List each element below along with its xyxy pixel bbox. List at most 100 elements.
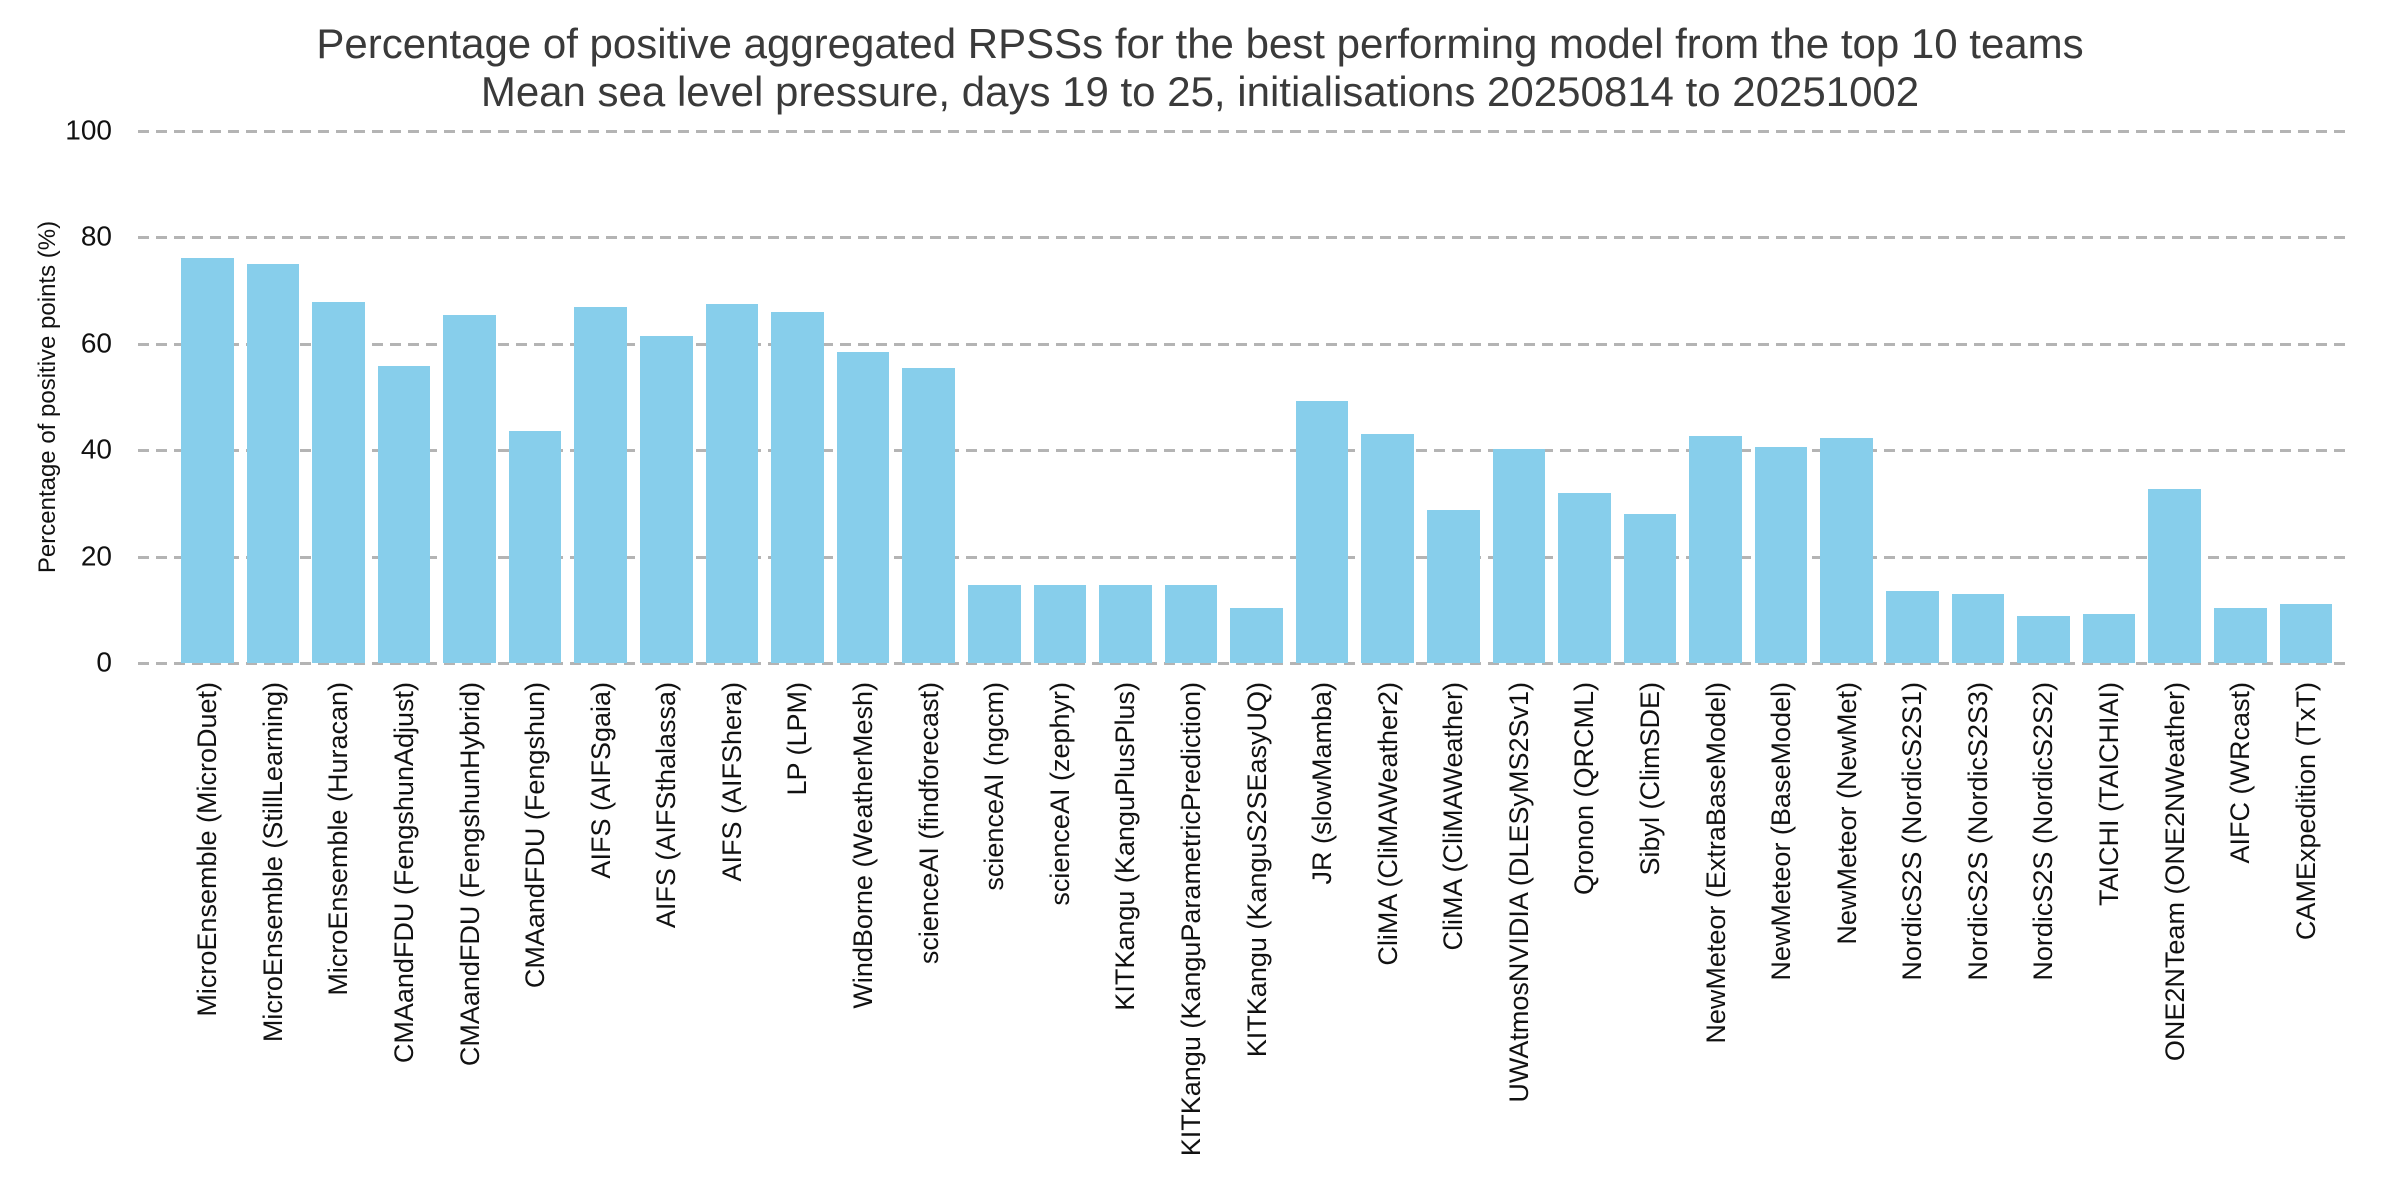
bar — [1033, 584, 1087, 663]
x-tick-label: LP (LPM) — [782, 682, 813, 796]
bar-slot: scienceAI (findforecast) — [902, 131, 955, 964]
bar — [1164, 584, 1218, 663]
y-axis-label: Percentage of positive points (%) — [34, 220, 61, 574]
x-tick-label: CliMA (CliMAWeather) — [1438, 682, 1469, 951]
x-tick-label: KITKangu (KanguS2SEasyUQ) — [1241, 682, 1272, 1058]
x-tick-label: Sibyl (ClimSDE) — [1635, 682, 1665, 876]
bar — [771, 312, 824, 663]
x-tick-label: scienceAI (zephyr) — [1044, 682, 1075, 906]
x-tick-label: KITKangu (KanguParametricPrediction) — [1175, 682, 1206, 1157]
x-tick-label: NewMeteor (BaseModel) — [1766, 682, 1797, 981]
bar-slot: LP (LPM) — [771, 131, 824, 796]
bar-slot: KITKangu (KanguPlusPlus) — [1099, 131, 1152, 1011]
x-tick-label: KITKangu (KanguPlusPlus) — [1110, 682, 1141, 1011]
bar — [312, 302, 365, 663]
bar — [1623, 514, 1677, 663]
x-tick-label: AIFS (AIFSgaia) — [585, 682, 616, 879]
bar — [1361, 433, 1414, 663]
gridline-80 — [138, 236, 2350, 240]
x-tick-label: MicroEnsemble (MicroDuet) — [192, 682, 223, 1017]
bar-slot: JR (slowMamba) — [1295, 131, 1349, 885]
x-tick-label: MicroEnsemble (Huracan) — [323, 682, 354, 996]
bar-slot: AIFS (AIFSthalassa) — [640, 131, 693, 928]
bar — [836, 352, 890, 663]
bar — [1426, 509, 1480, 663]
bar — [246, 264, 300, 663]
bar-slot: WindBorne (WeatherMesh) — [836, 131, 890, 1009]
x-tick-label: JR (slowMamba) — [1307, 682, 1338, 885]
bar — [2148, 488, 2201, 663]
bar-slot: AIFS (AIFShera) — [705, 131, 759, 882]
y-tick-label-80: 80 — [80, 220, 112, 252]
x-tick-label: CMAandFDU (FengshunHybrid) — [454, 682, 485, 1067]
bar — [967, 584, 1021, 663]
x-tick-label: CliMA (CliMAWeather2) — [1372, 682, 1403, 966]
x-tick-label: MicroEnsemble (StillLearning) — [257, 682, 288, 1043]
gridline-100 — [138, 130, 2350, 133]
x-tick-label: scienceAI (ngcm) — [979, 682, 1010, 891]
bar — [508, 431, 562, 663]
bar — [2279, 603, 2333, 663]
bars-row: MicroEnsemble (MicroDuet) MicroEnsemble (… — [181, 131, 2333, 1156]
bar — [640, 335, 693, 663]
bar-slot: NewMeteor (BaseModel) — [1754, 131, 1808, 981]
bar — [705, 304, 759, 663]
x-tick-label: NordicS2S (NordicS2S2) — [2028, 682, 2059, 981]
chart-subtitle: Mean sea level pressure, days 19 to 25, … — [480, 68, 1920, 115]
bar — [181, 257, 234, 663]
x-tick-label: UWAtmosNVIDIA (DLESyMS2Sv1) — [1503, 682, 1534, 1103]
bar — [443, 314, 496, 663]
x-tick-label: NewMeteor (ExtraBaseModel) — [1700, 682, 1731, 1044]
x-tick-label: NordicS2S (NordicS2S1) — [1897, 682, 1928, 981]
bar — [1295, 401, 1349, 663]
bar-slot: CMAandFDU (FengshunHybrid) — [443, 131, 496, 1066]
bar-slot: NewMeteor (NewMet) — [1820, 131, 1874, 945]
y-tick-label-20: 20 — [80, 539, 112, 571]
x-tick-label: CMAandFDU (Fengshun) — [520, 682, 551, 989]
x-tick-label: AIFC (WRcast) — [2225, 682, 2256, 864]
bar-slot: KITKangu (KanguParametricPrediction) — [1164, 131, 1218, 1156]
bar — [2213, 608, 2267, 663]
x-tick-label: CAMExpedition (TxT) — [2290, 682, 2321, 941]
chart-title-block: Percentage of positive aggregated RPSSs … — [0, 20, 2400, 116]
y-tick-label-40: 40 — [80, 433, 112, 465]
y-tick-label-100: 100 — [65, 114, 112, 146]
bar — [1558, 493, 1611, 663]
x-tick-label: NordicS2S (NordicS2S3) — [1962, 682, 1993, 981]
gridline-0 — [138, 662, 2350, 665]
bar — [1951, 594, 2005, 663]
x-tick-label: WindBorne (WeatherMesh) — [848, 682, 879, 1009]
bar — [1492, 448, 1546, 663]
bar-slot: scienceAI (zephyr) — [1033, 131, 1087, 906]
bar-slot: UWAtmosNVIDIA (DLESyMS2Sv1) — [1492, 131, 1546, 1103]
bar — [1099, 584, 1152, 663]
bar-slot: TAICHI (TAICHIAI) — [2082, 131, 2136, 906]
y-tick-label-0: 0 — [96, 646, 112, 678]
x-tick-label: CMAandFDU (FengshunAdjust) — [389, 682, 420, 1064]
bar-slot: KITKangu (KanguS2SEasyUQ) — [1230, 131, 1283, 1057]
bar-slot: NordicS2S (NordicS2S3) — [1951, 131, 2005, 981]
gridline-40 — [138, 449, 2350, 453]
plot-area: MicroEnsemble (MicroDuet) MicroEnsemble (… — [65, 114, 2350, 1156]
bar — [902, 367, 955, 663]
bar-slot: CAMExpedition (TxT) — [2279, 131, 2333, 940]
x-tick-label: NewMeteor (NewMet) — [1831, 682, 1862, 945]
bar-slot: CliMA (CliMAWeather2) — [1361, 131, 1414, 966]
gridline-20 — [138, 555, 2350, 559]
x-tick-label: AIFS (AIFShera) — [716, 682, 747, 882]
bar-slot: ONE2NTeam (ONE2NWeather) — [2148, 131, 2201, 1061]
bar-slot: Sibyl (ClimSDE) — [1623, 131, 1677, 876]
bar — [1754, 447, 1808, 663]
bar-slot: AIFC (WRcast) — [2213, 131, 2267, 864]
x-tick-label: ONE2NTeam (ONE2NWeather) — [2159, 682, 2190, 1062]
bar — [574, 307, 628, 663]
bar-slot: Qronon (QRCML) — [1558, 131, 1611, 895]
bar — [2082, 613, 2136, 663]
bar — [1230, 608, 1283, 663]
bar — [2017, 615, 2070, 663]
gridline-60 — [138, 342, 2350, 346]
bar-slot: scienceAI (ngcm) — [967, 131, 1021, 891]
bar — [1886, 590, 1939, 663]
bar-slot: MicroEnsemble (MicroDuet) — [181, 131, 234, 1017]
